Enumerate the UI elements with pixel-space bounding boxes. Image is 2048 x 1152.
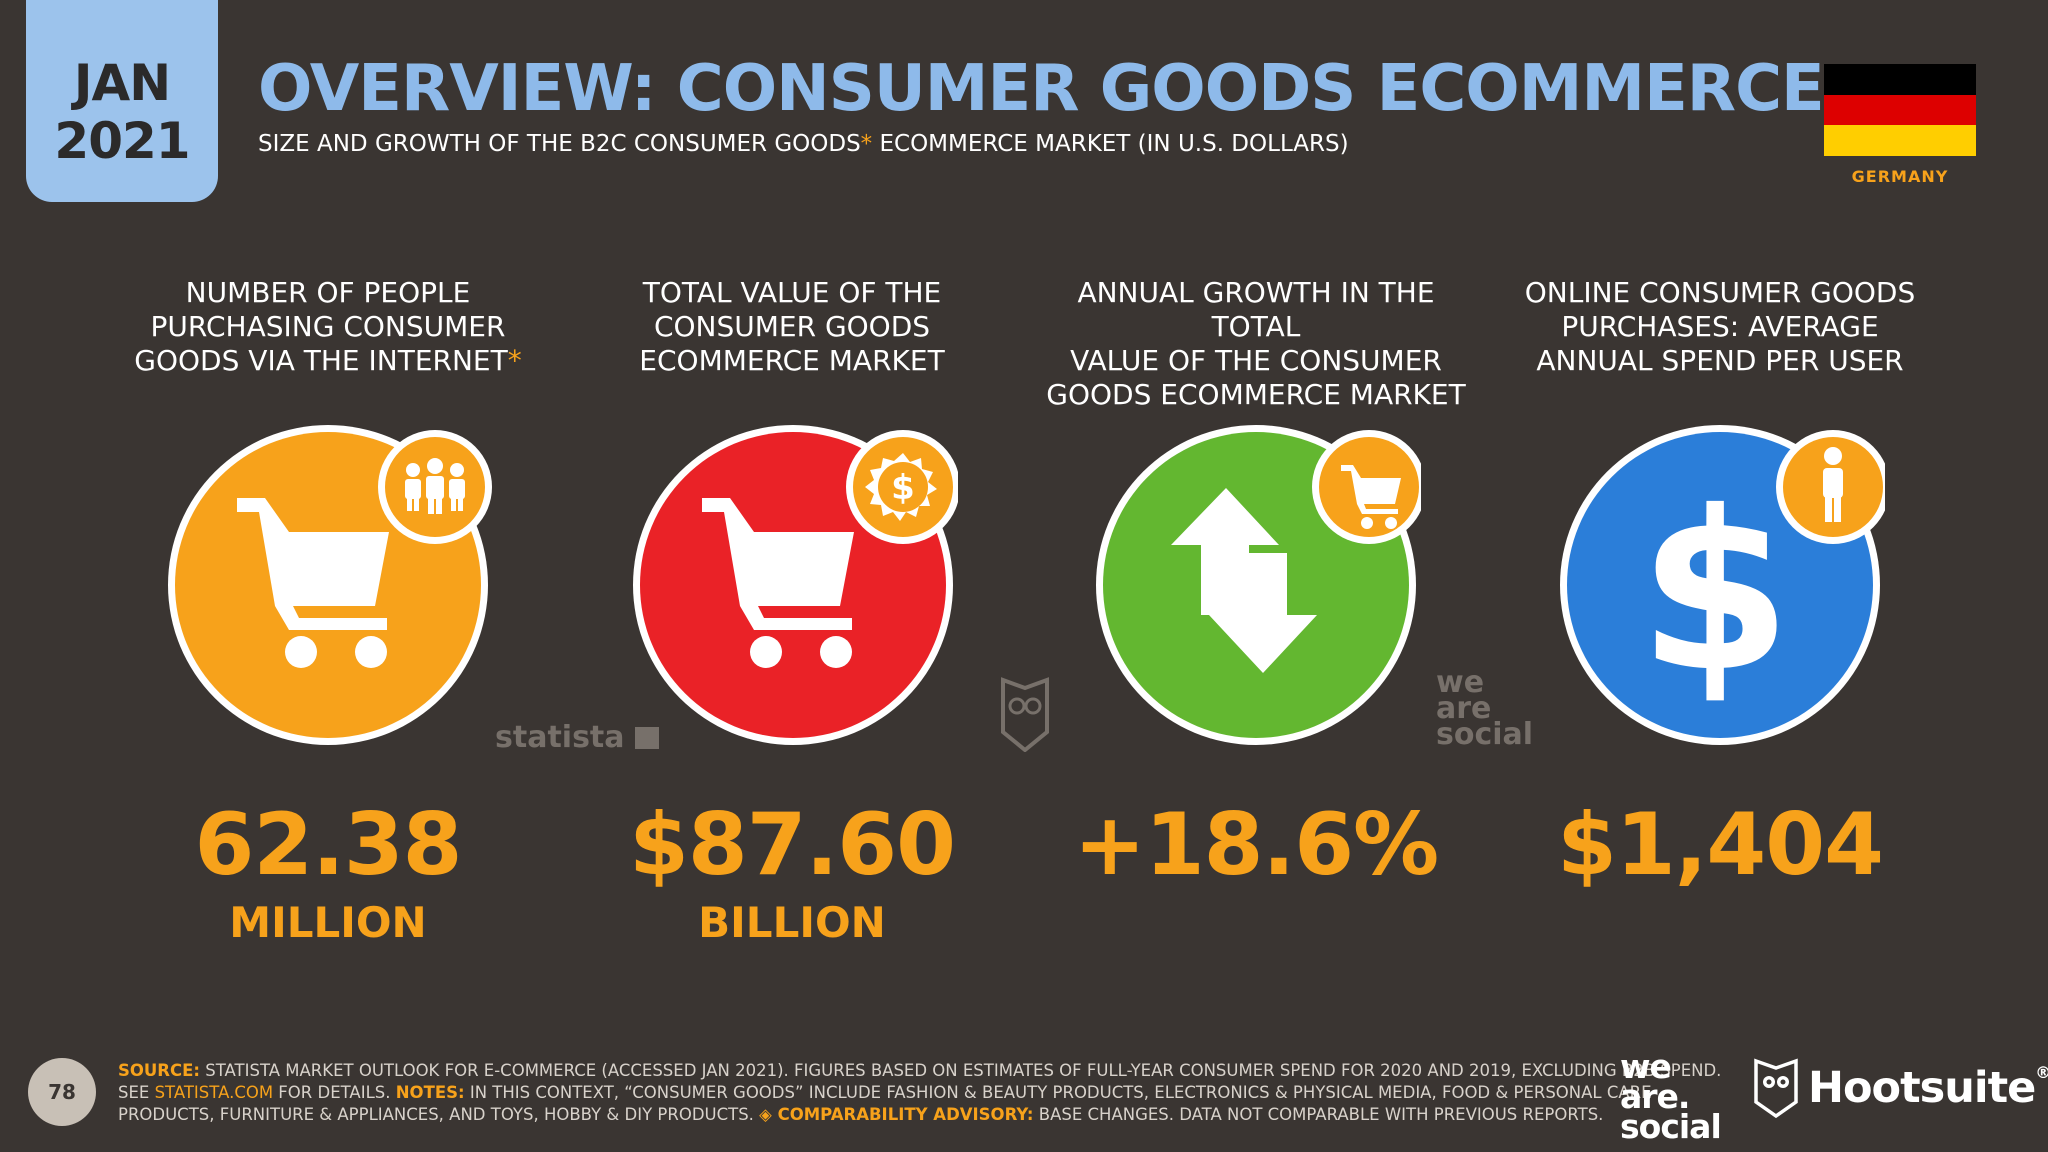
hootsuite-owl-icon	[1754, 1058, 1798, 1118]
owl-watermark-icon	[1001, 677, 1049, 752]
shopping-cart-icon	[702, 498, 854, 668]
shopping-cart-icon	[237, 498, 389, 668]
up-down-arrows-icon	[1171, 488, 1317, 673]
stat-value-spend: $1,404	[1557, 795, 1884, 895]
people-icon	[405, 458, 465, 514]
page-title: OVERVIEW: CONSUMER GOODS ECOMMERCE	[258, 52, 1825, 126]
country-label: GERMANY	[1851, 167, 1949, 186]
spend-per-user-circle: $	[1560, 425, 1885, 745]
label-line: ANNUAL GROWTH IN THE TOTAL	[1077, 276, 1435, 343]
page-subtitle: SIZE AND GROWTH OF THE B2C CONSUMER GOOD…	[258, 131, 1349, 157]
germany-flag-icon	[1824, 64, 1976, 156]
label-line: VALUE OF THE CONSUMER	[1070, 344, 1442, 377]
stat-label-market-value: TOTAL VALUE OF THE CONSUMER GOODS ECOMME…	[582, 276, 1002, 378]
date-month: JAN	[73, 54, 171, 112]
label-line: TOTAL VALUE OF THE	[642, 276, 942, 309]
statista-link[interactable]: STATISTA.COM	[154, 1083, 274, 1102]
stat-value-growth: +18.6%	[1073, 795, 1439, 895]
label-line: CONSUMER GOODS	[653, 310, 931, 343]
shopping-cart-icon	[1341, 465, 1401, 529]
label-line: PURCHASING CONSUMER	[150, 310, 506, 343]
people-cart-circle	[168, 425, 492, 745]
label-line: ONLINE CONSUMER GOODS	[1524, 276, 1916, 309]
label-asterisk: *	[507, 344, 522, 377]
person-icon	[1823, 447, 1843, 522]
stat-label-people: NUMBER OF PEOPLE PURCHASING CONSUMER GOO…	[118, 276, 538, 378]
subtitle-text: SIZE AND GROWTH OF THE B2C CONSUMER GOOD…	[258, 131, 861, 157]
subtitle-text-end: ECOMMERCE MARKET (IN U.S. DOLLARS)	[872, 131, 1349, 157]
market-value-circle: $	[633, 425, 958, 745]
label-line: ECOMMERCE MARKET	[639, 344, 945, 377]
date-tab: JAN 2021	[26, 0, 218, 202]
label-line: GOODS VIA THE INTERNET*	[134, 344, 522, 377]
registered-mark: ®	[2035, 1063, 2048, 1082]
hootsuite-logo: Hootsuite®	[1808, 1063, 2048, 1113]
subtitle-asterisk: *	[860, 131, 873, 157]
stat-unit-market: BILLION	[698, 898, 886, 947]
stat-value-market: $87.60	[629, 795, 956, 895]
stat-label-spend-per-user: ONLINE CONSUMER GOODS PURCHASES: AVERAGE…	[1510, 276, 1930, 378]
label-line: PURCHASES: AVERAGE	[1561, 310, 1879, 343]
we-are-social-watermark: we are social	[1436, 665, 1534, 752]
stat-label-annual-growth: ANNUAL GROWTH IN THE TOTAL VALUE OF THE …	[1046, 276, 1466, 412]
footnote: SOURCE: STATISTA MARKET OUTLOOK FOR E-CO…	[118, 1061, 1722, 1124]
annual-growth-circle	[1096, 425, 1421, 745]
page-number: 78	[28, 1058, 96, 1126]
stat-unit-people: MILLION	[229, 898, 427, 947]
svg-text:$: $	[891, 468, 915, 508]
we-are-social-logo: we are. social	[1620, 1047, 1722, 1146]
stat-value-people: 62.38	[194, 795, 462, 895]
statista-watermark: statista	[495, 720, 659, 755]
dollar-icon: $	[1638, 464, 1791, 720]
label-line: NUMBER OF PEOPLE	[185, 276, 471, 309]
date-year: 2021	[54, 112, 190, 170]
label-line: ANNUAL SPEND PER USER	[1536, 344, 1904, 377]
label-line: GOODS ECOMMERCE MARKET	[1046, 378, 1466, 411]
dollar-badge-icon: $	[865, 453, 937, 521]
